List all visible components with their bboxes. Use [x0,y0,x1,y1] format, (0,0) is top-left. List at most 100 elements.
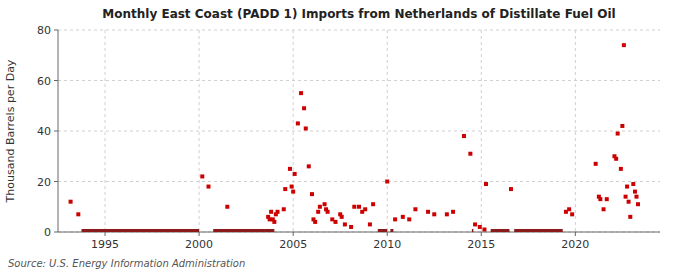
x-tick-label: 2010 [373,238,401,251]
y-tick-label: 60 [37,75,51,88]
zero-segment [514,229,563,232]
point [616,132,620,136]
background [0,0,675,275]
point [323,202,327,206]
point [299,91,303,95]
point [445,212,449,216]
point [451,210,455,214]
zero-segment [491,229,510,232]
x-tick-label: 2020 [561,238,589,251]
x-tick [575,232,576,236]
zero-segment [390,229,393,232]
y-grid-line [58,80,660,81]
point [76,212,80,216]
point [291,190,295,194]
point [620,124,624,128]
zero-segment [378,229,387,232]
point [296,121,300,125]
point [313,220,317,224]
y-tick-label: 20 [37,176,51,189]
point [509,187,513,191]
point [357,205,361,209]
x-grid-line [481,30,482,232]
point [627,200,631,204]
grid [58,30,660,232]
y-tick [54,131,58,132]
x-grid-line [199,30,200,232]
zero-segment [82,229,200,232]
point [594,162,598,166]
point [318,205,322,209]
y-tick [54,181,58,182]
y-tick-label: 80 [37,24,51,37]
point [304,126,308,130]
point [634,195,638,199]
y-grid-line [58,30,660,31]
point [473,222,477,226]
point [636,202,640,206]
x-tick [105,232,106,236]
x-tick-label: 1995 [91,238,119,251]
point [614,157,618,161]
chart: 020406080199520002005201020152020Monthly… [0,0,675,275]
x-grid-line [387,30,388,232]
point [393,217,397,221]
point [462,134,466,138]
x-tick [199,232,200,236]
point [310,192,314,196]
point [340,215,344,219]
point [326,210,330,214]
x-tick-label: 2000 [185,238,213,251]
point [269,210,273,214]
point [413,207,417,211]
point [371,202,375,206]
point [628,215,632,219]
point [272,220,276,224]
y-tick [54,80,58,81]
point [207,185,211,189]
x-grid-line [293,30,294,232]
x-tick [293,232,294,236]
point [352,205,356,209]
point [624,195,628,199]
x-axis [58,232,660,233]
point [69,200,73,204]
x-grid-line [575,30,576,232]
point [293,172,297,176]
point [283,187,287,191]
x-tick-label: 2005 [279,238,307,251]
title: Monthly East Coast (PADD 1) Imports from… [102,7,615,21]
zero-segment [213,229,265,232]
y-grid-line [58,181,660,182]
point [200,174,204,178]
zero-segment [472,229,474,232]
x-tick [481,232,482,236]
point [567,207,571,211]
source: Source: U.S. Energy Information Administ… [8,258,245,269]
x-tick [387,232,388,236]
y-tick-label: 40 [37,125,51,138]
point [468,152,472,156]
point [482,227,486,231]
point [316,210,320,214]
point [385,180,389,184]
point [598,197,602,201]
page: {"chart_data": { "type": "scatter", "tit… [0,0,675,275]
point [401,215,405,219]
zero-segment [265,229,274,232]
y-tick-label: 0 [44,226,51,239]
point [363,207,367,211]
point [307,164,311,168]
y-grid-line [58,232,660,233]
point [302,106,306,110]
point [570,212,574,216]
point [276,210,280,214]
point [432,212,436,216]
point [633,190,637,194]
point [333,220,337,224]
point [426,210,430,214]
point [407,217,411,221]
y-grid-line [58,131,660,132]
point [368,222,372,226]
point [625,185,629,189]
